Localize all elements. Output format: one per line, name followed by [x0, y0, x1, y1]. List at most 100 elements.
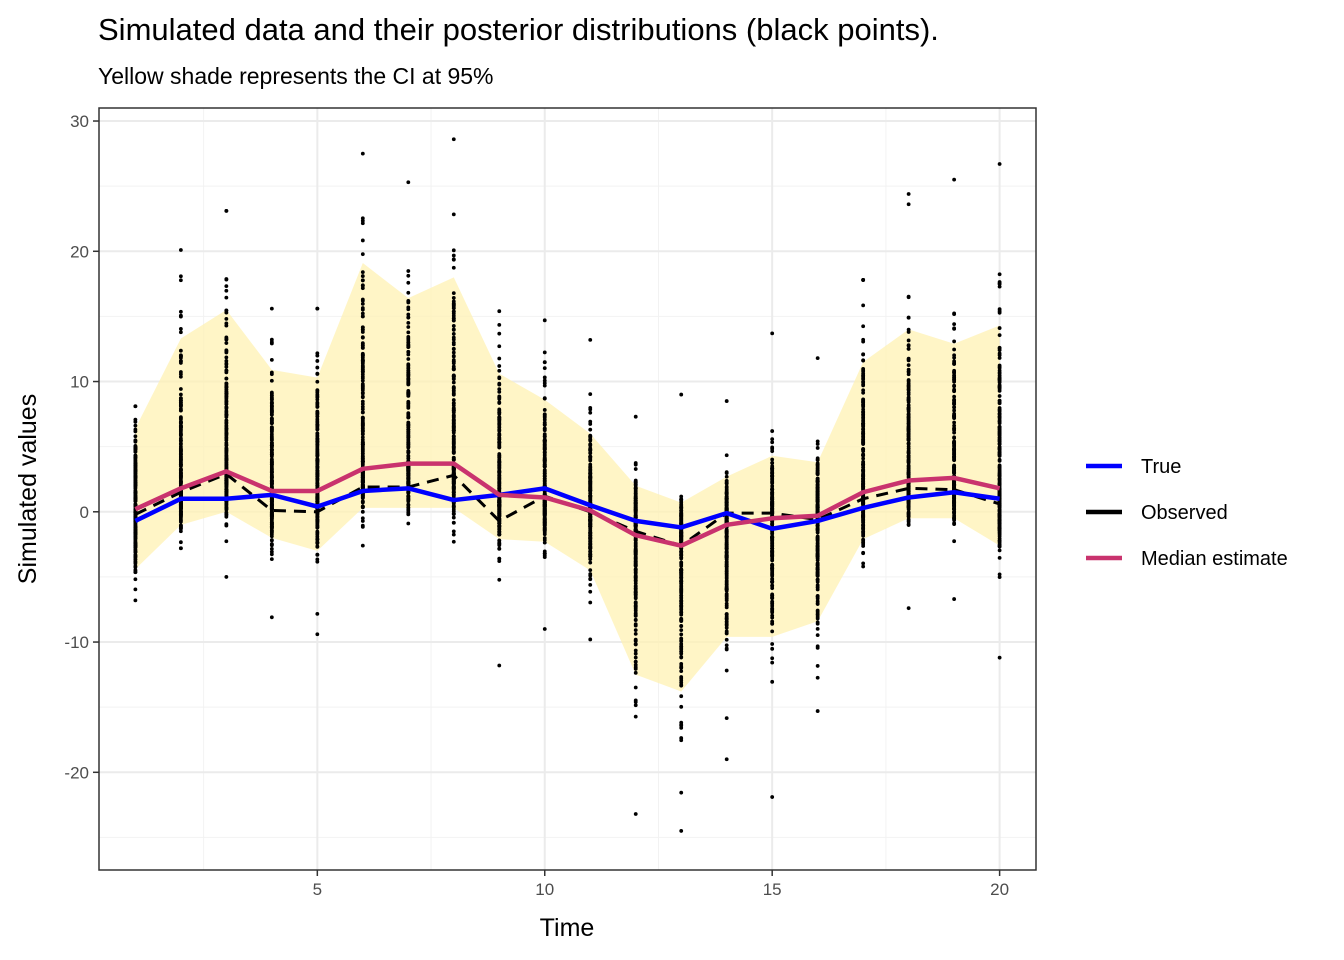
posterior-point: [451, 335, 456, 340]
posterior-point: [178, 468, 183, 472]
posterior-point: [861, 383, 866, 388]
posterior-point: [406, 312, 411, 317]
posterior-point: [724, 576, 729, 580]
posterior-point: [269, 447, 274, 452]
posterior-point: [360, 483, 365, 488]
posterior-points-t17: [861, 278, 866, 569]
posterior-point: [952, 521, 957, 526]
posterior-point: [588, 518, 593, 523]
posterior-point: [224, 388, 229, 392]
posterior-point: [497, 445, 502, 450]
posterior-point: [679, 651, 684, 656]
posterior-point: [861, 430, 866, 434]
posterior-point: [360, 410, 365, 415]
posterior-point: [724, 484, 729, 489]
posterior-point-min: [269, 615, 274, 620]
posterior-point: [724, 568, 729, 573]
posterior-point: [497, 389, 502, 394]
posterior-point: [178, 392, 183, 397]
posterior-point: [815, 645, 820, 650]
posterior-point: [178, 462, 183, 467]
posterior-point: [178, 502, 183, 507]
posterior-point: [633, 603, 638, 608]
posterior-point: [724, 637, 729, 642]
posterior-point: [451, 324, 456, 328]
posterior-point: [588, 406, 593, 410]
posterior-point: [906, 390, 911, 395]
posterior-point: [497, 503, 502, 508]
posterior-point: [861, 380, 866, 385]
posterior-point: [861, 434, 866, 439]
posterior-point: [360, 301, 365, 306]
posterior-point: [178, 402, 183, 407]
posterior-point: [451, 331, 456, 336]
posterior-point: [497, 344, 502, 349]
posterior-point: [497, 521, 502, 525]
posterior-point: [178, 512, 183, 517]
posterior-point: [861, 423, 866, 427]
posterior-point: [133, 461, 138, 465]
posterior-point: [770, 679, 775, 684]
posterior-point: [679, 610, 684, 615]
posterior-point: [906, 403, 911, 408]
posterior-point: [906, 489, 911, 494]
posterior-point: [542, 464, 547, 469]
posterior-point: [224, 489, 229, 494]
posterior-point: [406, 273, 411, 278]
posterior-point: [360, 449, 365, 454]
posterior-point: [269, 390, 274, 395]
posterior-point: [861, 538, 866, 543]
posterior-point: [224, 423, 229, 428]
posterior-point: [770, 499, 775, 504]
posterior-point: [224, 321, 229, 326]
posterior-point: [269, 453, 274, 457]
posterior-point: [269, 400, 274, 405]
posterior-point: [178, 519, 183, 524]
posterior-point: [679, 669, 684, 674]
posterior-point: [861, 462, 866, 467]
posterior-point: [451, 253, 456, 258]
posterior-point-max: [315, 306, 320, 311]
posterior-point: [133, 429, 138, 434]
posterior-point: [633, 541, 638, 546]
posterior-point: [906, 346, 911, 351]
posterior-point: [224, 355, 229, 360]
posterior-point: [542, 427, 547, 432]
posterior-point: [724, 598, 729, 603]
posterior-point: [861, 485, 866, 490]
posterior-point: [178, 309, 183, 314]
posterior-point: [178, 387, 183, 391]
posterior-point: [133, 483, 138, 487]
posterior-points-t14: [724, 399, 729, 762]
posterior-point: [269, 370, 274, 375]
posterior-point: [178, 354, 183, 359]
posterior-point: [633, 667, 638, 671]
posterior-point: [679, 514, 684, 519]
posterior-point: [451, 503, 456, 508]
posterior-point: [815, 535, 820, 540]
posterior-point: [269, 538, 274, 542]
posterior-point: [269, 378, 274, 383]
posterior-point: [906, 421, 911, 426]
posterior-point: [497, 364, 502, 368]
posterior-point: [861, 374, 866, 378]
posterior-point: [406, 380, 411, 385]
posterior-point: [315, 417, 320, 422]
posterior-point: [724, 527, 729, 532]
posterior-point: [133, 555, 138, 559]
posterior-point: [861, 525, 866, 530]
posterior-point: [542, 474, 547, 478]
posterior-point: [133, 446, 138, 451]
posterior-point: [451, 532, 456, 537]
posterior-point: [178, 398, 183, 403]
posterior-point: [588, 489, 593, 493]
posterior-point: [315, 427, 320, 431]
posterior-point: [497, 543, 502, 548]
posterior-point: [815, 612, 820, 617]
posterior-point: [269, 421, 274, 425]
posterior-point: [315, 513, 320, 518]
posterior-point: [952, 387, 957, 392]
posterior-point: [633, 659, 638, 664]
posterior-point: [815, 458, 820, 462]
posterior-point: [315, 379, 320, 384]
